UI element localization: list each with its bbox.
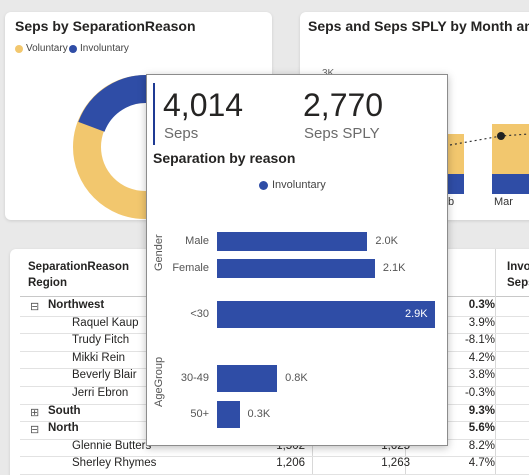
matrix-row-label: South: [48, 404, 81, 417]
matrix-data-row[interactable]: Mikki Rein 4.2%: [20, 352, 529, 370]
bar-feb-involuntary[interactable]: [448, 174, 464, 194]
matrix-row-divider: [20, 456, 529, 458]
matrix-row-label: Beverly Blair: [72, 369, 137, 382]
matrix-row-label: Northwest: [48, 299, 105, 311]
tooltip-legend-label: Involuntary: [272, 179, 326, 191]
matrix-header-reason[interactable]: SeparationReason: [28, 261, 129, 273]
collapse-icon[interactable]: ⊟: [30, 424, 40, 437]
tooltip-legend-involuntary: Involuntary: [259, 179, 326, 191]
matrix-data-row[interactable]: Jerri Ebron -0.3%: [20, 387, 529, 405]
matrix-row-label: North: [48, 422, 79, 435]
axis-group-label-gender: Gender: [153, 234, 165, 271]
legend-involuntary[interactable]: Involuntary: [69, 43, 129, 54]
matrix-header-involuntary[interactable]: Invo: [507, 261, 529, 273]
bar-mar-involuntary[interactable]: [492, 174, 529, 194]
bar-value-label: 2.0K: [375, 234, 398, 247]
category-label: 50+: [190, 407, 209, 420]
kpi-seps-value: 4,014: [163, 87, 244, 123]
matrix-cell-percent: 9.3%: [468, 404, 495, 417]
bar-value-label: 0.3K: [247, 407, 271, 420]
bar-Female-involuntary[interactable]: [217, 259, 375, 278]
legend-voluntary-label: Voluntary: [26, 43, 68, 54]
combo-chart[interactable]: [300, 12, 529, 220]
bar-value-label: 0.8K: [285, 371, 308, 384]
legend-voluntary-marker: [15, 44, 23, 53]
tooltip-chart-title: Separation by reason: [153, 150, 296, 166]
line-point-mar[interactable]: [497, 132, 505, 140]
legend-involuntary-label: Involuntary: [80, 43, 129, 54]
matrix-group-row[interactable]: ⊟ Northwest 0.3%: [20, 299, 529, 317]
matrix-row-label: Sherley Rhymes: [72, 457, 157, 470]
matrix-cell-percent: 3.8%: [468, 369, 495, 382]
matrix-group-row[interactable]: ⊟ North 5.6%: [20, 422, 529, 440]
matrix-cell-percent: 4.7%: [468, 457, 495, 470]
matrix-cell-percent: -8.1%: [464, 334, 495, 347]
bar-value-label: 2.1K: [382, 261, 406, 274]
category-label: Male: [185, 234, 209, 247]
matrix-row-label: Mikki Rein: [72, 351, 126, 364]
kpi-seps-label: Seps: [164, 125, 199, 142]
donut-card-title: Seps by SeparationReason: [15, 18, 196, 34]
matrix-header-seps[interactable]: Seps: [507, 277, 529, 289]
matrix-cell-percent: 3.9%: [468, 316, 495, 329]
matrix-cell-percent: 5.6%: [468, 422, 495, 435]
bar-3049-involuntary[interactable]: [217, 365, 278, 392]
report-tooltip: 4,014 Seps 2,770 Seps SPLY Separation by…: [146, 74, 448, 446]
matrix-row-label: Jerri Ebron: [72, 387, 129, 399]
legend-voluntary[interactable]: Voluntary: [15, 43, 68, 54]
matrix-cell-percent: 4.2%: [468, 351, 495, 364]
matrix-row-label: Trudy Fitch: [72, 334, 130, 347]
kpi-sply-value: 2,770: [303, 87, 384, 123]
matrix-row-label: Raquel Kaup: [72, 316, 139, 329]
matrix-cell-percent: -0.3%: [464, 387, 495, 399]
kpi-sply-label: Seps SPLY: [304, 125, 380, 142]
matrix-cell-c2: 1,263: [381, 457, 410, 470]
matrix-column-divider: [495, 249, 496, 475]
y-axis-tick: 3K: [322, 68, 334, 79]
bar-Male-involuntary[interactable]: [217, 232, 368, 251]
matrix-data-row[interactable]: Raquel Kaup 3.9%: [20, 317, 529, 335]
bar-value-label: 2.9K: [405, 307, 428, 320]
category-label: Female: [172, 261, 209, 274]
donut-slice-involuntary[interactable]: [78, 75, 154, 133]
legend-involuntary-marker: [69, 44, 77, 53]
matrix-cell-c1: 1,206: [276, 457, 305, 470]
matrix-cell-percent: 0.3%: [468, 299, 495, 311]
matrix-row-label: Glennie Butters: [72, 439, 152, 452]
matrix-header-region[interactable]: Region: [28, 277, 67, 289]
month-label-feb: b: [448, 196, 455, 208]
category-label: 30-49: [180, 371, 209, 384]
kpi-accent-bar: [153, 83, 155, 145]
bar-50-involuntary[interactable]: [217, 401, 240, 428]
combo-card-title: Seps and Seps SPLY by Month and Se: [308, 18, 529, 34]
matrix-data-row[interactable]: Trudy Fitch -8.1%: [20, 334, 529, 352]
matrix-group-row[interactable]: ⊞ South 9.3%: [20, 405, 529, 423]
month-label-mar: Mar: [494, 196, 513, 208]
axis-group-label-agegroup: AgeGroup: [153, 356, 165, 407]
matrix-data-row[interactable]: Sherley Rhymes 1,206 1,263 4.7%: [20, 457, 529, 475]
matrix-data-row[interactable]: Beverly Blair 3.8%: [20, 369, 529, 387]
bar-30-involuntary[interactable]: [217, 301, 435, 328]
expand-icon[interactable]: ⊞: [30, 406, 40, 419]
collapse-icon[interactable]: ⊟: [30, 301, 40, 313]
matrix-cell-percent: 8.2%: [468, 439, 495, 452]
category-label: <30: [190, 307, 209, 320]
tooltip-legend-marker: [259, 180, 268, 190]
